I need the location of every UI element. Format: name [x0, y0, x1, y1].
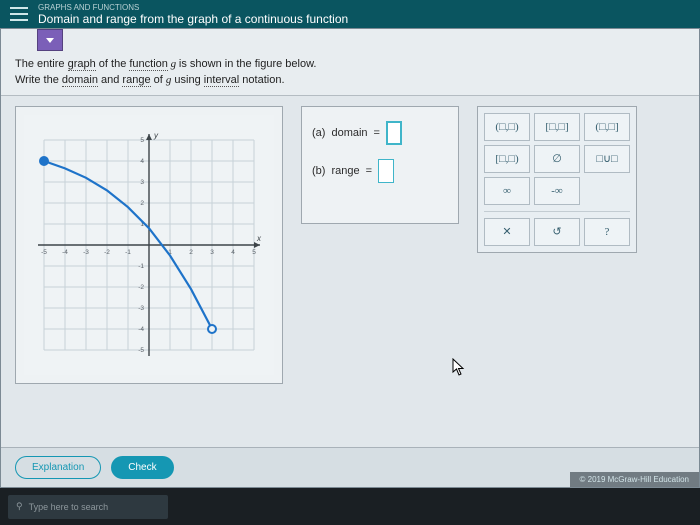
key-open-closed[interactable]: (□,□]: [584, 113, 630, 141]
svg-text:y: y: [153, 131, 159, 140]
question-selector-dropdown[interactable]: [37, 29, 63, 51]
part-b-letter: (b): [312, 165, 325, 177]
keypad: (□,□) [□,□] (□,□] [□,□) ∅ □∪□ ∞ -∞ ✕ ↺ ?: [477, 106, 637, 253]
range-input[interactable]: [378, 159, 394, 183]
domain-input[interactable]: [386, 121, 402, 145]
taskbar-search-placeholder: Type here to search: [29, 502, 109, 512]
svg-text:4: 4: [231, 249, 235, 256]
key-reset[interactable]: ↺: [534, 218, 580, 246]
key-closed-closed[interactable]: [□,□]: [534, 113, 580, 141]
copyright: © 2019 McGraw-Hill Education: [570, 472, 700, 487]
lesson-title: Domain and range from the graph of a con…: [38, 12, 348, 26]
svg-text:x: x: [256, 234, 262, 243]
part-a-label: domain: [331, 127, 367, 139]
answer-panel: (a) domain = (b) range =: [301, 106, 459, 224]
windows-taskbar[interactable]: ⚲ Type here to search: [0, 488, 700, 525]
key-open-open[interactable]: (□,□): [484, 113, 530, 141]
equals: =: [374, 127, 380, 139]
svg-text:-3: -3: [83, 249, 89, 256]
svg-text:-4: -4: [62, 249, 68, 256]
svg-text:-2: -2: [138, 284, 144, 291]
svg-text:5: 5: [252, 249, 256, 256]
search-icon: ⚲: [16, 501, 23, 512]
svg-text:-4: -4: [138, 326, 144, 333]
lesson-header: GRAPHS AND FUNCTIONS Domain and range fr…: [0, 0, 700, 28]
instructions: The entire graph of the function g is sh…: [1, 29, 699, 96]
taskbar-search[interactable]: ⚲ Type here to search: [8, 495, 168, 519]
key-empty-set[interactable]: ∅: [534, 145, 580, 173]
part-a-letter: (a): [312, 127, 325, 139]
page: The entire graph of the function g is sh…: [0, 28, 700, 488]
svg-text:2: 2: [140, 200, 144, 207]
lesson-category: GRAPHS AND FUNCTIONS: [38, 3, 344, 12]
key-infinity[interactable]: ∞: [484, 177, 530, 205]
keypad-divider: [484, 211, 630, 212]
key-help[interactable]: ?: [584, 218, 630, 246]
explanation-button[interactable]: Explanation: [15, 456, 101, 479]
svg-text:-5: -5: [138, 347, 144, 354]
svg-text:-3: -3: [138, 305, 144, 312]
svg-text:3: 3: [140, 179, 144, 186]
key-union[interactable]: □∪□: [584, 145, 630, 173]
hamburger-icon[interactable]: [10, 7, 28, 21]
check-button[interactable]: Check: [111, 456, 173, 479]
svg-text:-5: -5: [41, 249, 47, 256]
key-closed-open[interactable]: [□,□): [484, 145, 530, 173]
svg-text:5: 5: [140, 137, 144, 144]
graph-panel: -5-4-3-2-112345-5-4-3-2-112345xy: [15, 106, 283, 384]
action-bar: Explanation Check © 2019 McGraw-Hill Edu…: [1, 447, 699, 487]
svg-text:3: 3: [210, 249, 214, 256]
equals: =: [366, 165, 372, 177]
svg-text:-1: -1: [125, 249, 131, 256]
key-clear[interactable]: ✕: [484, 218, 530, 246]
svg-text:-2: -2: [104, 249, 110, 256]
svg-text:4: 4: [140, 158, 144, 165]
function-graph: -5-4-3-2-112345-5-4-3-2-112345xy: [24, 115, 274, 375]
svg-text:-1: -1: [138, 263, 144, 270]
part-b-label: range: [331, 165, 359, 177]
svg-text:2: 2: [189, 249, 193, 256]
key-neg-infinity[interactable]: -∞: [534, 177, 580, 205]
